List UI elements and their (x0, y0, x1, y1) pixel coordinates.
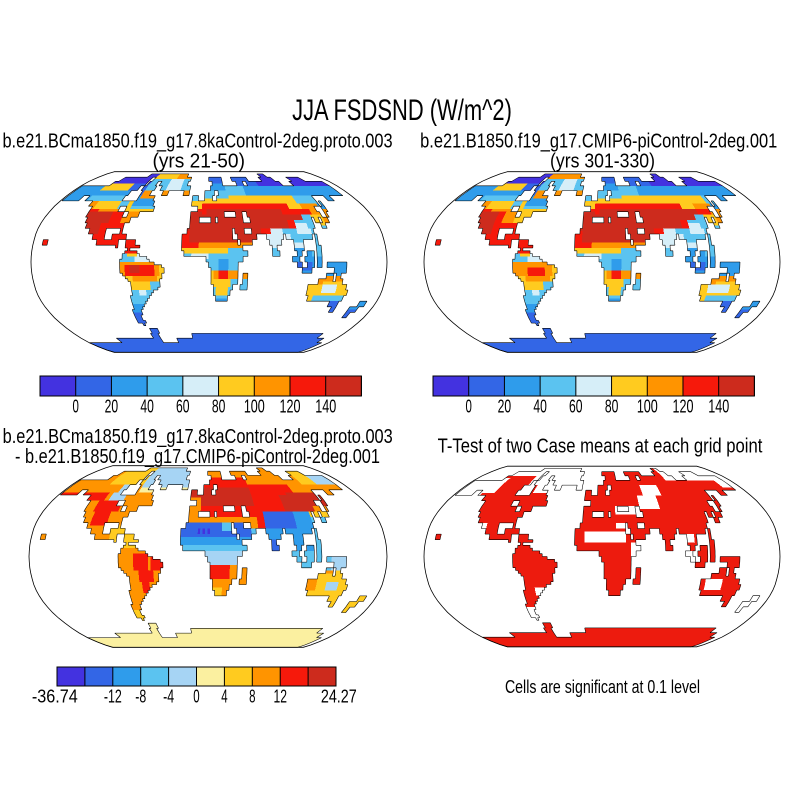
svg-text:0: 0 (193, 687, 199, 707)
svg-text:80: 80 (605, 397, 619, 417)
svg-text:(yrs 21-50): (yrs 21-50) (152, 150, 244, 172)
svg-text:20: 20 (498, 397, 512, 417)
svg-text:40: 40 (533, 397, 547, 417)
svg-text:60: 60 (176, 397, 190, 417)
svg-text:-4: -4 (163, 687, 174, 707)
svg-text:-12: -12 (104, 687, 122, 707)
svg-text:140: 140 (315, 397, 336, 417)
svg-text:-8: -8 (135, 687, 146, 707)
svg-text:b.e21.BCma1850.f19_g17.8kaCont: b.e21.BCma1850.f19_g17.8kaControl-2deg.p… (2, 129, 392, 153)
svg-text:0: 0 (466, 397, 472, 417)
svg-text:4: 4 (221, 687, 228, 707)
svg-text:Cells are significant at 0.1 l: Cells are significant at 0.1 level (505, 677, 700, 697)
svg-text:-36.74: -36.74 (32, 685, 78, 706)
svg-text:b.e21.B1850.f19_g17.CMIP6-piCo: b.e21.B1850.f19_g17.CMIP6-piControl-2deg… (420, 129, 777, 153)
svg-text:(yrs 301-330): (yrs 301-330) (550, 149, 655, 171)
svg-text:60: 60 (569, 397, 583, 417)
svg-text:40: 40 (140, 397, 154, 417)
svg-text:100: 100 (244, 397, 265, 417)
svg-text:JJA FSDSND (W/m^2): JJA FSDSND (W/m^2) (292, 93, 512, 127)
svg-text:100: 100 (637, 397, 658, 417)
svg-text:12: 12 (273, 687, 286, 707)
svg-text:24.27: 24.27 (321, 686, 357, 707)
svg-text:T-Test of two Case means at ea: T-Test of two Case means at each grid po… (438, 434, 763, 457)
svg-text:8: 8 (249, 687, 255, 707)
svg-text:0: 0 (73, 397, 79, 417)
svg-text:20: 20 (105, 397, 119, 417)
svg-text:120: 120 (673, 397, 694, 417)
svg-text:120: 120 (280, 397, 301, 417)
svg-text:80: 80 (212, 397, 226, 417)
svg-text:b.e21.BCma1850.f19_g17.8kaCont: b.e21.BCma1850.f19_g17.8kaControl-2deg.p… (3, 424, 393, 448)
svg-text:140: 140 (708, 397, 729, 417)
svg-text:- b.e21.B1850.f19_g17.CMIP6-pi: - b.e21.B1850.f19_g17.CMIP6-piControl-2d… (15, 444, 380, 468)
